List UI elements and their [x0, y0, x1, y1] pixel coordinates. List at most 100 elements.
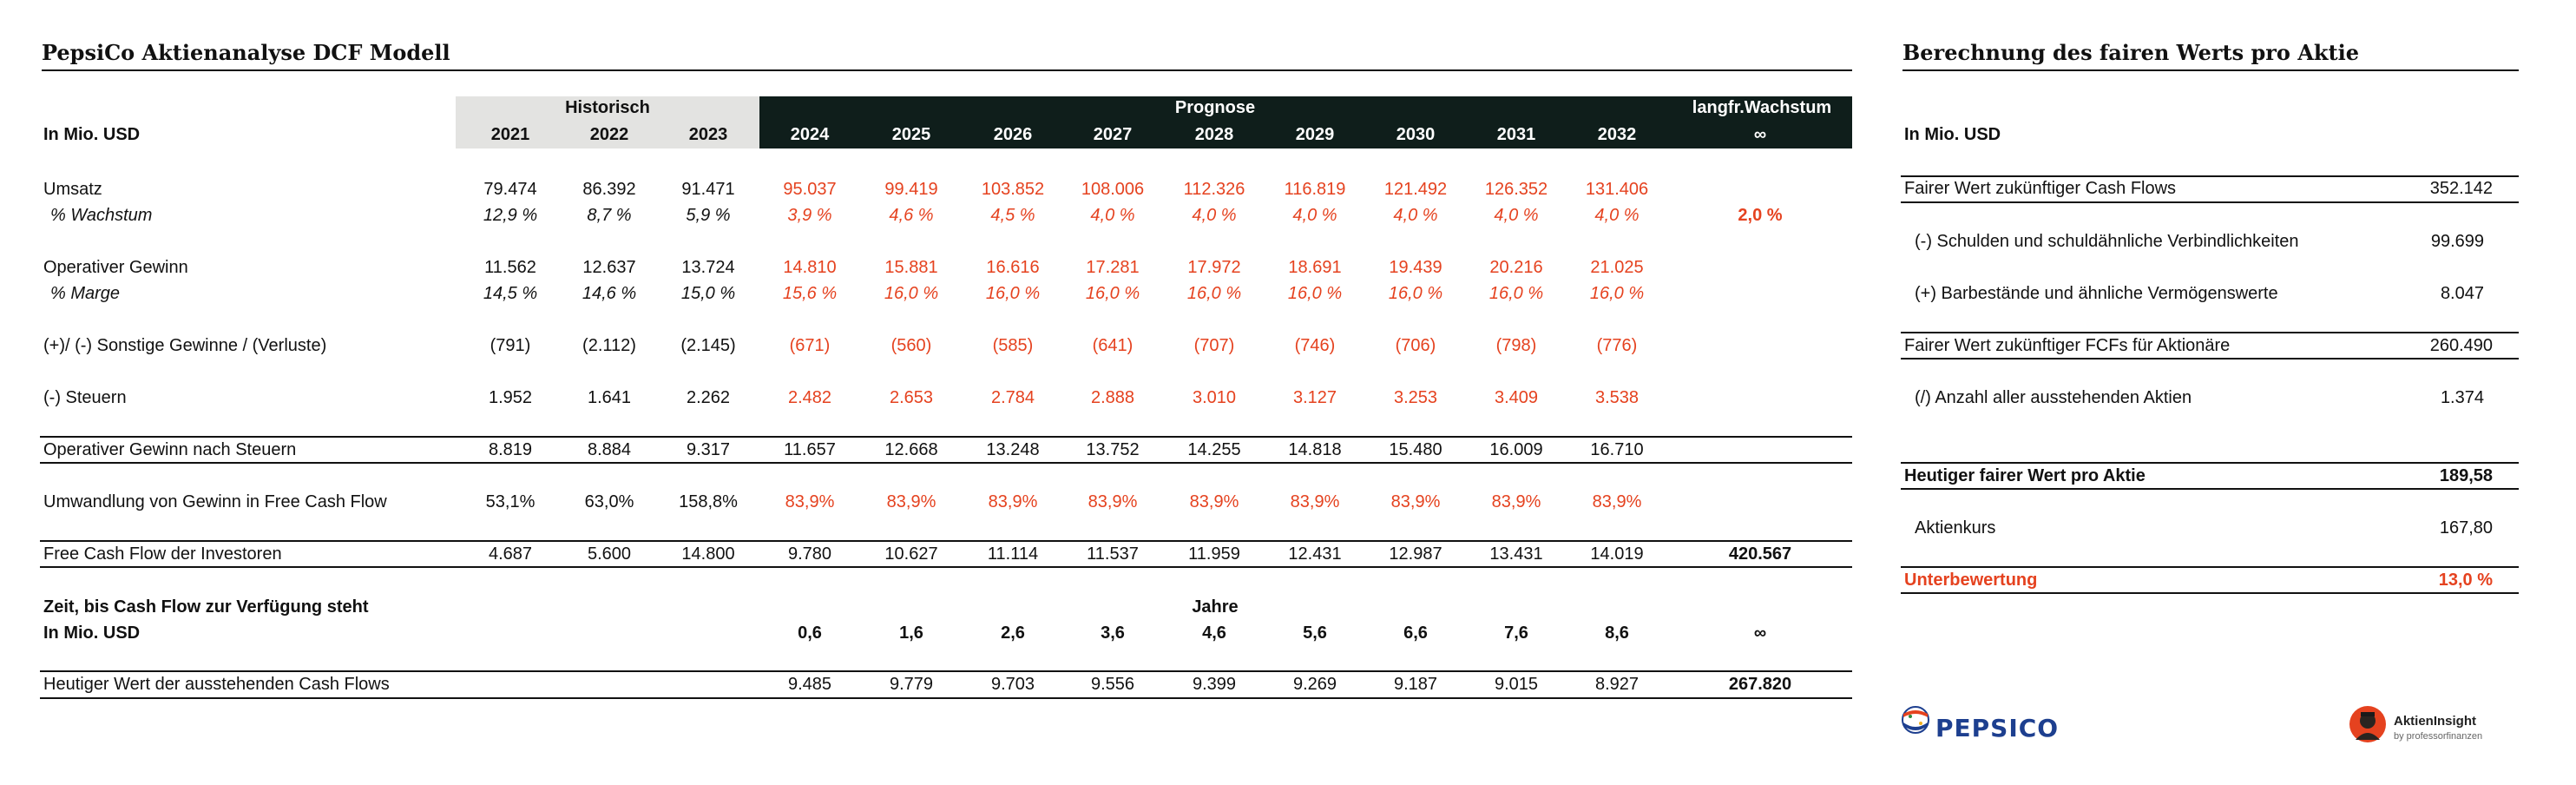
- table-cell: 16,0 %: [1287, 284, 1343, 303]
- page-title: PepsiCo Aktienanalyse DCF Modell: [42, 40, 450, 65]
- table-cell: 15,0 %: [680, 284, 736, 303]
- right-rule: [1901, 201, 2519, 203]
- pv-cell: 8.927: [1594, 675, 1640, 694]
- table-cell: 16.009: [1489, 440, 1543, 459]
- table-cell: 13.724: [681, 258, 735, 277]
- table-cell: 14,6 %: [582, 284, 637, 303]
- right-rule: [1901, 358, 2519, 360]
- terminal-cell: 2,0 %: [1738, 206, 1783, 225]
- table-cell: 5,9 %: [686, 206, 731, 225]
- pv-cell: 9.269: [1292, 675, 1337, 694]
- historical-group-label: Historisch: [565, 98, 650, 117]
- table-cell: 12.668: [884, 440, 938, 459]
- table-cell: 83,9%: [1592, 492, 1642, 511]
- table-cell: 83,9%: [1189, 492, 1239, 511]
- table-cell: 14.019: [1590, 544, 1644, 564]
- table-cell: 12.637: [582, 258, 636, 277]
- row-label: % Wachstum: [50, 206, 153, 225]
- table-cell: (641): [1092, 336, 1134, 355]
- table-cell: 112.326: [1183, 180, 1245, 199]
- table-cell: 116.819: [1284, 180, 1346, 199]
- row-label: Operativer Gewinn nach Steuern: [43, 440, 297, 459]
- fair-value-title: Berechnung des fairen Werts pro Aktie: [1902, 40, 2360, 65]
- table-cell: 83,9%: [1390, 492, 1441, 511]
- table-cell: 3.538: [1594, 388, 1640, 407]
- table-cell: 103.852: [981, 180, 1045, 199]
- table-cell: 126.352: [1484, 180, 1548, 199]
- equity-value: 260.490: [2429, 336, 2493, 355]
- table-cell: 16,0 %: [1085, 284, 1140, 303]
- table-cell: (560): [890, 336, 932, 355]
- table-cell: 11.959: [1188, 544, 1240, 564]
- table-cell: 12.987: [1389, 544, 1442, 564]
- pv-cell: 9.399: [1192, 675, 1237, 694]
- year-header: 2029: [1295, 125, 1335, 144]
- title-rule-right: [1902, 69, 2519, 71]
- table-cell: 4,0 %: [1292, 206, 1337, 225]
- table-cell: 83,9%: [1290, 492, 1340, 511]
- year-header: 2026: [993, 125, 1033, 144]
- table-cell: 3.409: [1494, 388, 1539, 407]
- table-rule: [40, 540, 1852, 542]
- year-header: 2021: [490, 125, 530, 144]
- table-cell: 8.819: [488, 440, 533, 459]
- table-cell: 63,0%: [584, 492, 634, 511]
- row-label: Free Cash Flow der Investoren: [43, 544, 282, 564]
- table-cell: 16,0 %: [1488, 284, 1544, 303]
- table-cell: (706): [1395, 336, 1436, 355]
- time-cell: 7,6: [1504, 623, 1528, 643]
- right-unit-label: In Mio. USD: [1904, 125, 2001, 144]
- table-rule: [40, 462, 1852, 464]
- right-rule: [1901, 592, 2519, 594]
- table-cell: 2.784: [990, 388, 1035, 407]
- cash-label: (+) Barbestände und ähnliche Vermögenswe…: [1915, 284, 2278, 303]
- pepsico-wordmark: PEPSICO: [1935, 714, 2060, 742]
- table-cell: (791): [490, 336, 531, 355]
- time-cell: 8,6: [1605, 623, 1629, 643]
- pv-cell: 9.187: [1393, 675, 1438, 694]
- table-rule: [40, 436, 1852, 438]
- table-cell: 2.262: [686, 388, 731, 407]
- table-cell: 20.216: [1489, 258, 1543, 277]
- table-cell: 3,9 %: [787, 206, 832, 225]
- year-header: 2024: [790, 125, 830, 144]
- table-cell: 8,7 %: [587, 206, 632, 225]
- pv-cell: 9.779: [889, 675, 934, 694]
- right-rule: [1901, 462, 2519, 464]
- table-cell: 4,6 %: [889, 206, 934, 225]
- table-cell: 15.480: [1389, 440, 1442, 459]
- row-label: % Marge: [50, 284, 121, 303]
- table-cell: 9.317: [686, 440, 731, 459]
- table-cell: 99.419: [884, 180, 938, 199]
- table-cell: 3.010: [1192, 388, 1237, 407]
- table-cell: 14.818: [1288, 440, 1342, 459]
- historical-header-bg: [456, 96, 759, 148]
- table-cell: 4,5 %: [990, 206, 1035, 225]
- pv-cell: 9.703: [990, 675, 1035, 694]
- year-header: 2022: [589, 125, 629, 144]
- debt-label: (-) Schulden und schuldähnliche Verbindl…: [1915, 232, 2299, 251]
- title-rule-left: [42, 69, 1852, 71]
- table-cell: 12.431: [1288, 544, 1342, 564]
- table-cell: 1.641: [587, 388, 632, 407]
- long-term-growth-label: langfr.Wachstum: [1692, 98, 1832, 117]
- fair-cf-label: Fairer Wert zukünftiger Cash Flows: [1904, 179, 2177, 198]
- table-cell: 121.492: [1383, 180, 1448, 199]
- table-cell: 91.471: [681, 180, 735, 199]
- equity-label: Fairer Wert zukünftiger FCFs für Aktionä…: [1904, 336, 2231, 355]
- unit-label: In Mio. USD: [43, 125, 141, 144]
- table-cell: 3.253: [1393, 388, 1438, 407]
- table-cell: (2.145): [680, 336, 736, 355]
- table-cell: 131.406: [1585, 180, 1649, 199]
- right-rule: [1901, 175, 2519, 177]
- row-label: Umwandlung von Gewinn in Free Cash Flow: [43, 492, 387, 511]
- table-cell: 3.127: [1292, 388, 1337, 407]
- table-cell: 2.888: [1090, 388, 1135, 407]
- undervaluation-label: Unterbewertung: [1904, 571, 2038, 590]
- table-cell: 16.616: [986, 258, 1040, 277]
- pv-cell: 9.556: [1090, 675, 1135, 694]
- table-cell: 10.627: [884, 544, 938, 564]
- table-cell: 158,8%: [679, 492, 738, 511]
- table-cell: 16,0 %: [1388, 284, 1443, 303]
- time-label: Zeit, bis Cash Flow zur Verfügung steht: [43, 597, 369, 617]
